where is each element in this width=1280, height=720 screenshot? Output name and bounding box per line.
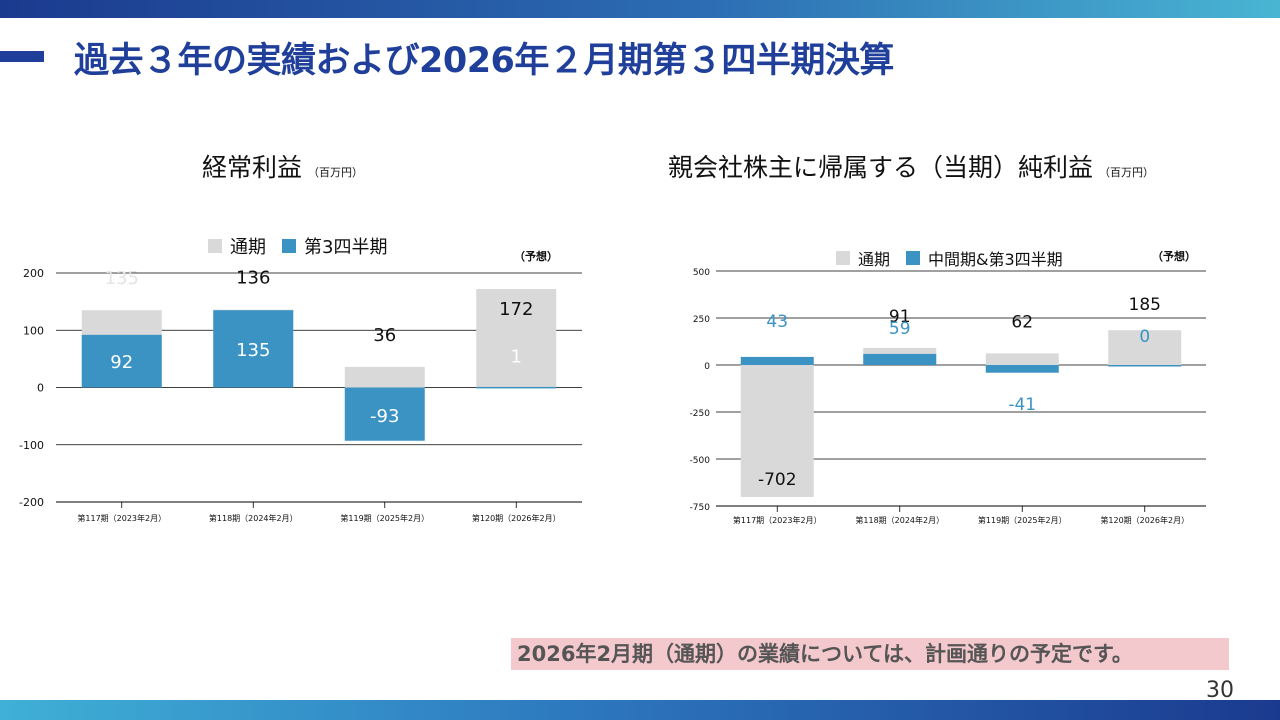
chart2-bar-full-year <box>1108 330 1182 365</box>
chart2-label-full-year: 91 <box>889 307 911 327</box>
chart2-forecast-label: （予想） <box>1152 250 1196 263</box>
chart2-label-full-year: -702 <box>758 470 797 490</box>
title-marker <box>0 51 44 62</box>
chart1-y-tick-label: 100 <box>23 324 44 337</box>
chart2-legend-quarter-label: 中間期&第3四半期 <box>928 250 1063 269</box>
chart1-bar-full-year <box>476 289 557 388</box>
chart2-bar-quarter <box>985 365 1059 373</box>
chart1-legend-quarter-swatch <box>282 239 296 253</box>
chart1-label-quarter: -93 <box>370 406 399 427</box>
chart1-bar-quarter <box>81 334 162 388</box>
chart2-legend-quarter-swatch <box>906 251 921 265</box>
chart2-bar-quarter <box>1108 365 1182 367</box>
chart1-legend-full-label: 通期 <box>230 237 266 258</box>
chart1-y-tick-label: 0 <box>37 382 44 395</box>
chart2-y-tick-label: -250 <box>690 409 711 419</box>
chart1-bar-quarter <box>344 387 425 441</box>
chart2-bar-quarter <box>740 356 814 365</box>
chart2-unit: （百万円） <box>1099 166 1155 179</box>
top-color-band <box>0 0 1280 18</box>
chart1-label-full-year: 136 <box>236 268 270 289</box>
chart2-label-quarter: 0 <box>1139 327 1150 347</box>
chart1-label-full-year: 172 <box>499 299 533 320</box>
chart2-y-tick-label: 500 <box>693 268 710 278</box>
chart1-bar-quarter <box>476 386 557 389</box>
chart2-bar-full-year <box>985 353 1059 365</box>
chart1-label-quarter: 1 <box>511 347 522 368</box>
chart2-y-tick-label: -500 <box>690 456 711 466</box>
chart1-category-label: 第120期（2026年2月） <box>472 513 561 523</box>
chart1-category-label: 第118期（2024年2月） <box>209 513 298 523</box>
chart2-legend: 通期 中間期&第3四半期 <box>836 246 1079 270</box>
page-title: 過去３年の実績および2026年２月期第３四半期決算 <box>74 41 894 81</box>
chart1-category-label: 第117期（2023年2月） <box>77 513 166 523</box>
chart1-title-block: 経常利益 （百万円） <box>202 148 363 184</box>
chart2-category-label: 第118期（2024年2月） <box>855 515 944 525</box>
chart1-unit: （百万円） <box>308 166 364 179</box>
chart1-label-quarter: 135 <box>236 340 270 361</box>
chart1-label-full-year: 36 <box>373 325 396 346</box>
chart2-title-block: 親会社株主に帰属する（当期）純利益 （百万円） <box>668 148 1154 184</box>
note-banner: 2026年2月期（通期）の業績については、計画通りの予定です。 <box>511 638 1229 670</box>
chart2-bar-full-year <box>740 365 814 497</box>
chart1-y-tick-label: 200 <box>23 267 44 280</box>
chart1-title: 経常利益 <box>202 153 303 182</box>
chart1-label-full-year: 135 <box>105 268 139 289</box>
chart2-category-label: 第117期（2023年2月） <box>733 515 822 525</box>
chart2-y-tick-label: 0 <box>704 362 710 372</box>
chart2-label-quarter: -41 <box>1008 395 1036 415</box>
chart2-label-quarter: 43 <box>766 312 788 332</box>
chart1-y-tick-label: -200 <box>19 496 44 509</box>
chart2-bar-quarter <box>863 353 937 365</box>
chart2-legend-full-swatch <box>836 251 850 265</box>
page-number: 30 <box>1206 678 1234 703</box>
chart2-y-tick-label: 250 <box>693 315 710 325</box>
chart2-label-full-year: 185 <box>1129 295 1161 315</box>
chart2-label-full-year: 62 <box>1011 312 1033 332</box>
chart2-category-label: 第120期（2026年2月） <box>1100 515 1189 525</box>
chart1-legend-full-swatch <box>208 239 222 253</box>
chart1-bar-quarter <box>213 310 294 388</box>
chart1-y-tick-label: -100 <box>19 439 44 452</box>
chart2-category-label: 第119期（2025年2月） <box>978 515 1067 525</box>
bottom-color-band <box>0 700 1280 720</box>
chart2-title: 親会社株主に帰属する（当期）純利益 <box>668 153 1094 182</box>
chart2-y-tick-label: -750 <box>690 503 711 513</box>
chart1-category-label: 第119期（2025年2月） <box>340 513 429 523</box>
chart1-label-quarter: 92 <box>110 352 133 373</box>
chart2-legend-full-label: 通期 <box>858 250 891 269</box>
chart1-bar-full-year <box>344 366 425 388</box>
chart2-label-quarter: 59 <box>889 319 911 339</box>
chart1-legend-quarter-label: 第3四半期 <box>304 237 388 258</box>
chart1-legend: 通期 第3四半期 <box>208 233 403 259</box>
chart1-forecast-label: （予想） <box>514 250 558 263</box>
